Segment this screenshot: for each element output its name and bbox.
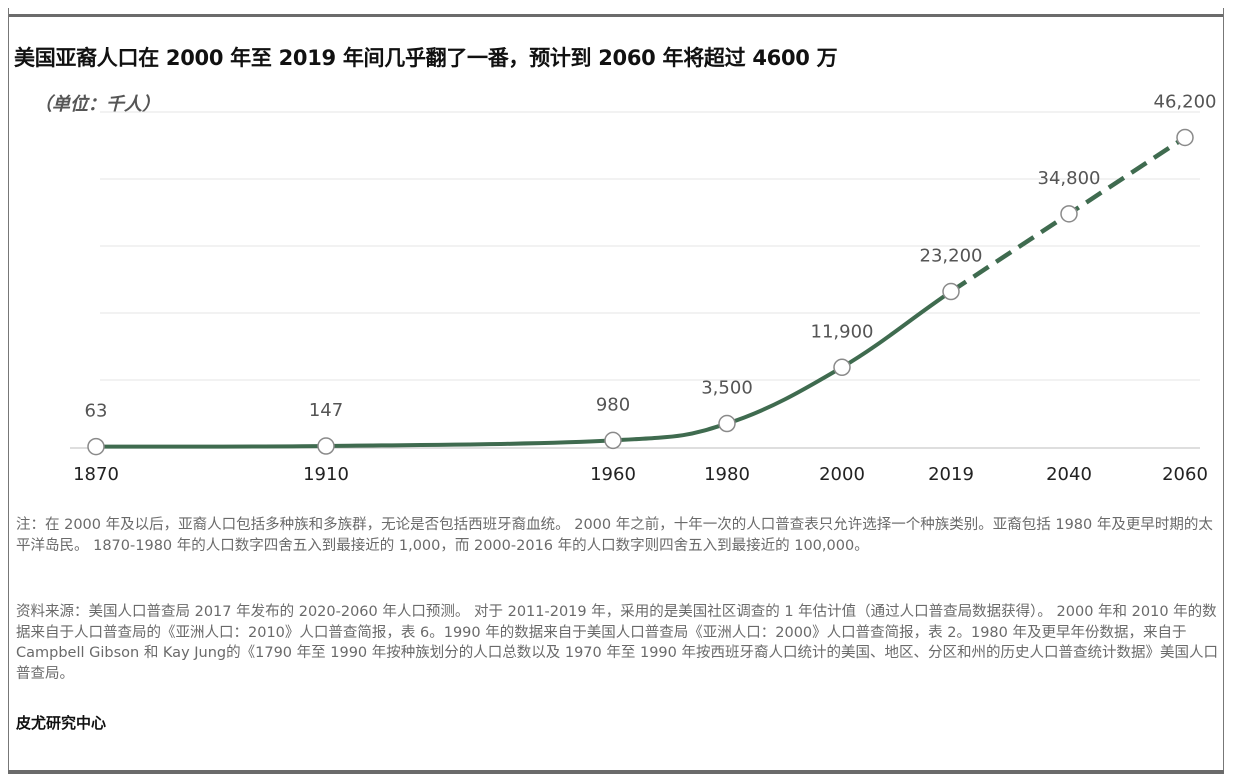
x-tick-label: 1980 [704, 464, 750, 485]
data-label: 23,200 [920, 246, 983, 267]
chart-note: 注：在 2000 年及以后，亚裔人口包括多种族和多族群，无论是否包括西班牙裔血统… [16, 517, 1213, 554]
bottom-rule [8, 770, 1224, 774]
series-line-actual [94, 289, 953, 449]
x-tick-label: 2000 [819, 464, 865, 485]
data-point [942, 282, 960, 301]
x-tick-label: 2060 [1162, 464, 1208, 485]
data-point [1176, 128, 1194, 147]
data-point [1060, 205, 1078, 223]
top-rule [8, 14, 1224, 17]
credit: 皮尤研究中心 [16, 714, 107, 732]
series-line [94, 135, 1187, 449]
data-label: 3,500 [701, 378, 753, 399]
figure-frame [8, 8, 1224, 774]
data-point [833, 358, 851, 377]
data-point [317, 437, 335, 455]
data-label: 980 [596, 394, 630, 415]
data-label: 63 [85, 401, 108, 422]
unit-label: （单位：千人） [34, 94, 160, 115]
line-chart: 63 147 980 3,500 11,900 23,200 34,800 46,200 18… [70, 91, 1217, 485]
chart-title: 美国亚裔人口在 2000 年至 2019 年间几乎翻了一番，预计到 2060 年… [14, 46, 838, 70]
chart-source: 资料来源：美国人口普查局 2017 年发布的 2020-2060 年人口预测。 … [16, 604, 1218, 682]
data-labels: 63 147 980 3,500 11,900 23,200 34,800 46,200 [85, 91, 1217, 421]
data-markers [87, 128, 1194, 456]
gridlines [100, 111, 1200, 381]
data-point [87, 437, 105, 456]
x-tick-labels: 1870 1910 1960 1980 2000 2019 2040 2060 [73, 464, 1208, 485]
data-label: 46,200 [1154, 91, 1217, 112]
data-label: 34,800 [1038, 168, 1101, 189]
data-label: 11,900 [811, 321, 874, 342]
x-tick-label: 1960 [590, 464, 636, 485]
x-tick-label: 2040 [1046, 464, 1092, 485]
x-tick-label: 1910 [303, 464, 349, 485]
x-tick-label: 1870 [73, 464, 119, 485]
x-tick-label: 2019 [928, 464, 974, 485]
data-point [604, 431, 622, 450]
data-point [718, 414, 736, 433]
data-label: 147 [309, 400, 343, 421]
